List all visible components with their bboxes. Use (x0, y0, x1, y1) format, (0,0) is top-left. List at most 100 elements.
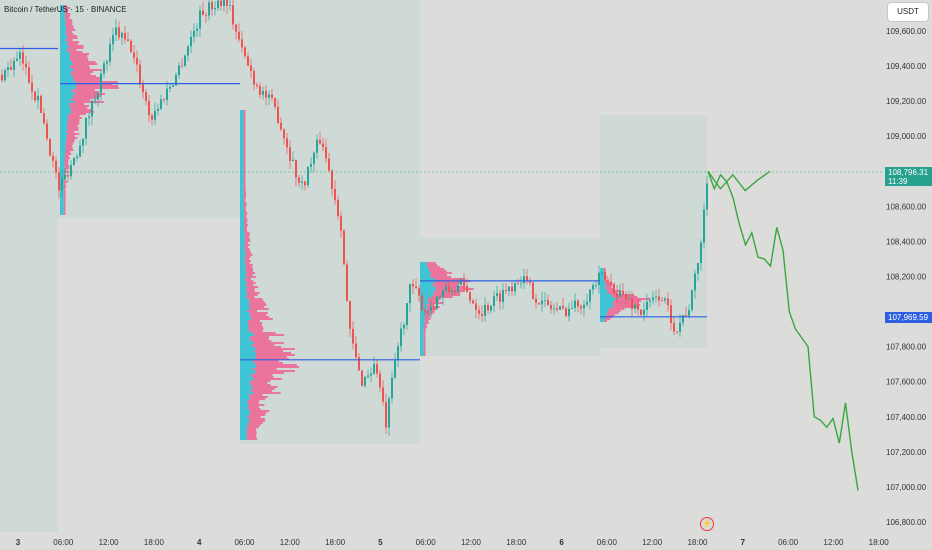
profile-bar (240, 438, 247, 440)
candle-body (73, 157, 75, 166)
profile-bar (66, 137, 78, 139)
candle-body (358, 357, 360, 371)
profile-bar (245, 252, 252, 254)
profile-bar (240, 136, 244, 138)
profile-bar (251, 318, 273, 320)
profile-bar (66, 35, 77, 37)
profile-bar (240, 328, 249, 330)
candle-body (145, 92, 147, 101)
candle-body (565, 308, 567, 317)
candle-body (658, 296, 660, 301)
profile-bar (70, 109, 92, 111)
profile-bar (240, 334, 255, 336)
profile-bar (71, 111, 94, 113)
profile-bar (243, 166, 246, 168)
candle-body (511, 286, 513, 292)
profile-bar (253, 378, 282, 380)
profile-bar (64, 155, 69, 157)
profile-bar (243, 140, 246, 142)
profile-bar (240, 352, 256, 354)
profile-bar (423, 346, 426, 348)
profile-bar (420, 330, 424, 332)
profile-bar (252, 368, 277, 370)
candle-body (553, 308, 555, 310)
candle-body (562, 306, 564, 309)
currency-button[interactable]: USDT (887, 2, 929, 22)
candle-body (424, 310, 426, 313)
profile-bar (251, 390, 272, 392)
candle-body (172, 85, 174, 87)
candle-body (391, 377, 393, 399)
profile-bar (423, 350, 426, 352)
candle-body (328, 158, 330, 171)
profile-bar (60, 125, 68, 127)
profile-bar (424, 322, 429, 324)
candle-body (175, 75, 177, 86)
candle-body (466, 286, 468, 293)
profile-bar (240, 252, 246, 254)
profile-bar (240, 166, 244, 168)
profile-bar (243, 144, 246, 146)
candle-body (625, 294, 627, 300)
profile-bar (240, 276, 247, 278)
profile-bar (600, 268, 604, 270)
profile-bar (240, 188, 244, 190)
candle-body (97, 92, 99, 100)
profile-bar (424, 320, 429, 322)
profile-bar (420, 348, 424, 350)
time-tick-label: 3 (16, 538, 21, 547)
candle-body (1, 74, 3, 81)
profile-bar (243, 202, 247, 204)
profile-bar (246, 438, 258, 440)
profile-bar (60, 91, 74, 93)
profile-bar (60, 75, 73, 77)
profile-bar (64, 11, 68, 13)
profile-bar (240, 280, 246, 282)
profile-bar (420, 318, 426, 320)
time-tick-label: 12:00 (642, 538, 663, 547)
profile-bar (240, 408, 248, 410)
profile-bar (244, 238, 250, 240)
candle-body (196, 28, 198, 31)
profile-bar (420, 298, 428, 300)
profile-bar (600, 306, 613, 308)
profile-bar (249, 414, 266, 416)
profile-bar (240, 392, 254, 394)
profile-bar (63, 199, 66, 201)
candle-body (208, 2, 210, 16)
profile-bar (420, 320, 425, 322)
profile-bar (60, 201, 64, 203)
candle-body (319, 139, 321, 144)
tradingview-logo-icon[interactable]: ⚡ (700, 517, 714, 531)
profile-bar (240, 236, 245, 238)
profile-bar (240, 420, 250, 422)
profile-bar (246, 276, 256, 278)
profile-bar (65, 27, 74, 29)
candle-body (205, 14, 207, 16)
profile-bar (66, 49, 77, 51)
profile-bar (60, 153, 66, 155)
candle-body (493, 296, 495, 306)
profile-bar (60, 157, 65, 159)
profile-bar (240, 190, 244, 192)
profile-bar (240, 150, 244, 152)
profile-bar (240, 356, 256, 358)
candle-body (478, 309, 480, 314)
profile-bar (240, 286, 248, 288)
profile-bar (60, 89, 72, 91)
profile-bar (60, 7, 65, 9)
candle-body (55, 160, 57, 173)
profile-bar (70, 53, 90, 55)
candle-body (667, 298, 669, 306)
profile-bar (240, 292, 248, 294)
profile-bar (60, 39, 66, 41)
profile-bar (63, 213, 66, 215)
profile-bar (60, 31, 66, 33)
candle-body (688, 310, 690, 316)
profile-bar (240, 178, 244, 180)
profile-bar (420, 262, 427, 264)
symbol-title[interactable]: Bitcoin / TetherUS · 15 · BINANCE (4, 5, 127, 14)
candle-body (250, 65, 252, 71)
projection-line (707, 171, 859, 491)
